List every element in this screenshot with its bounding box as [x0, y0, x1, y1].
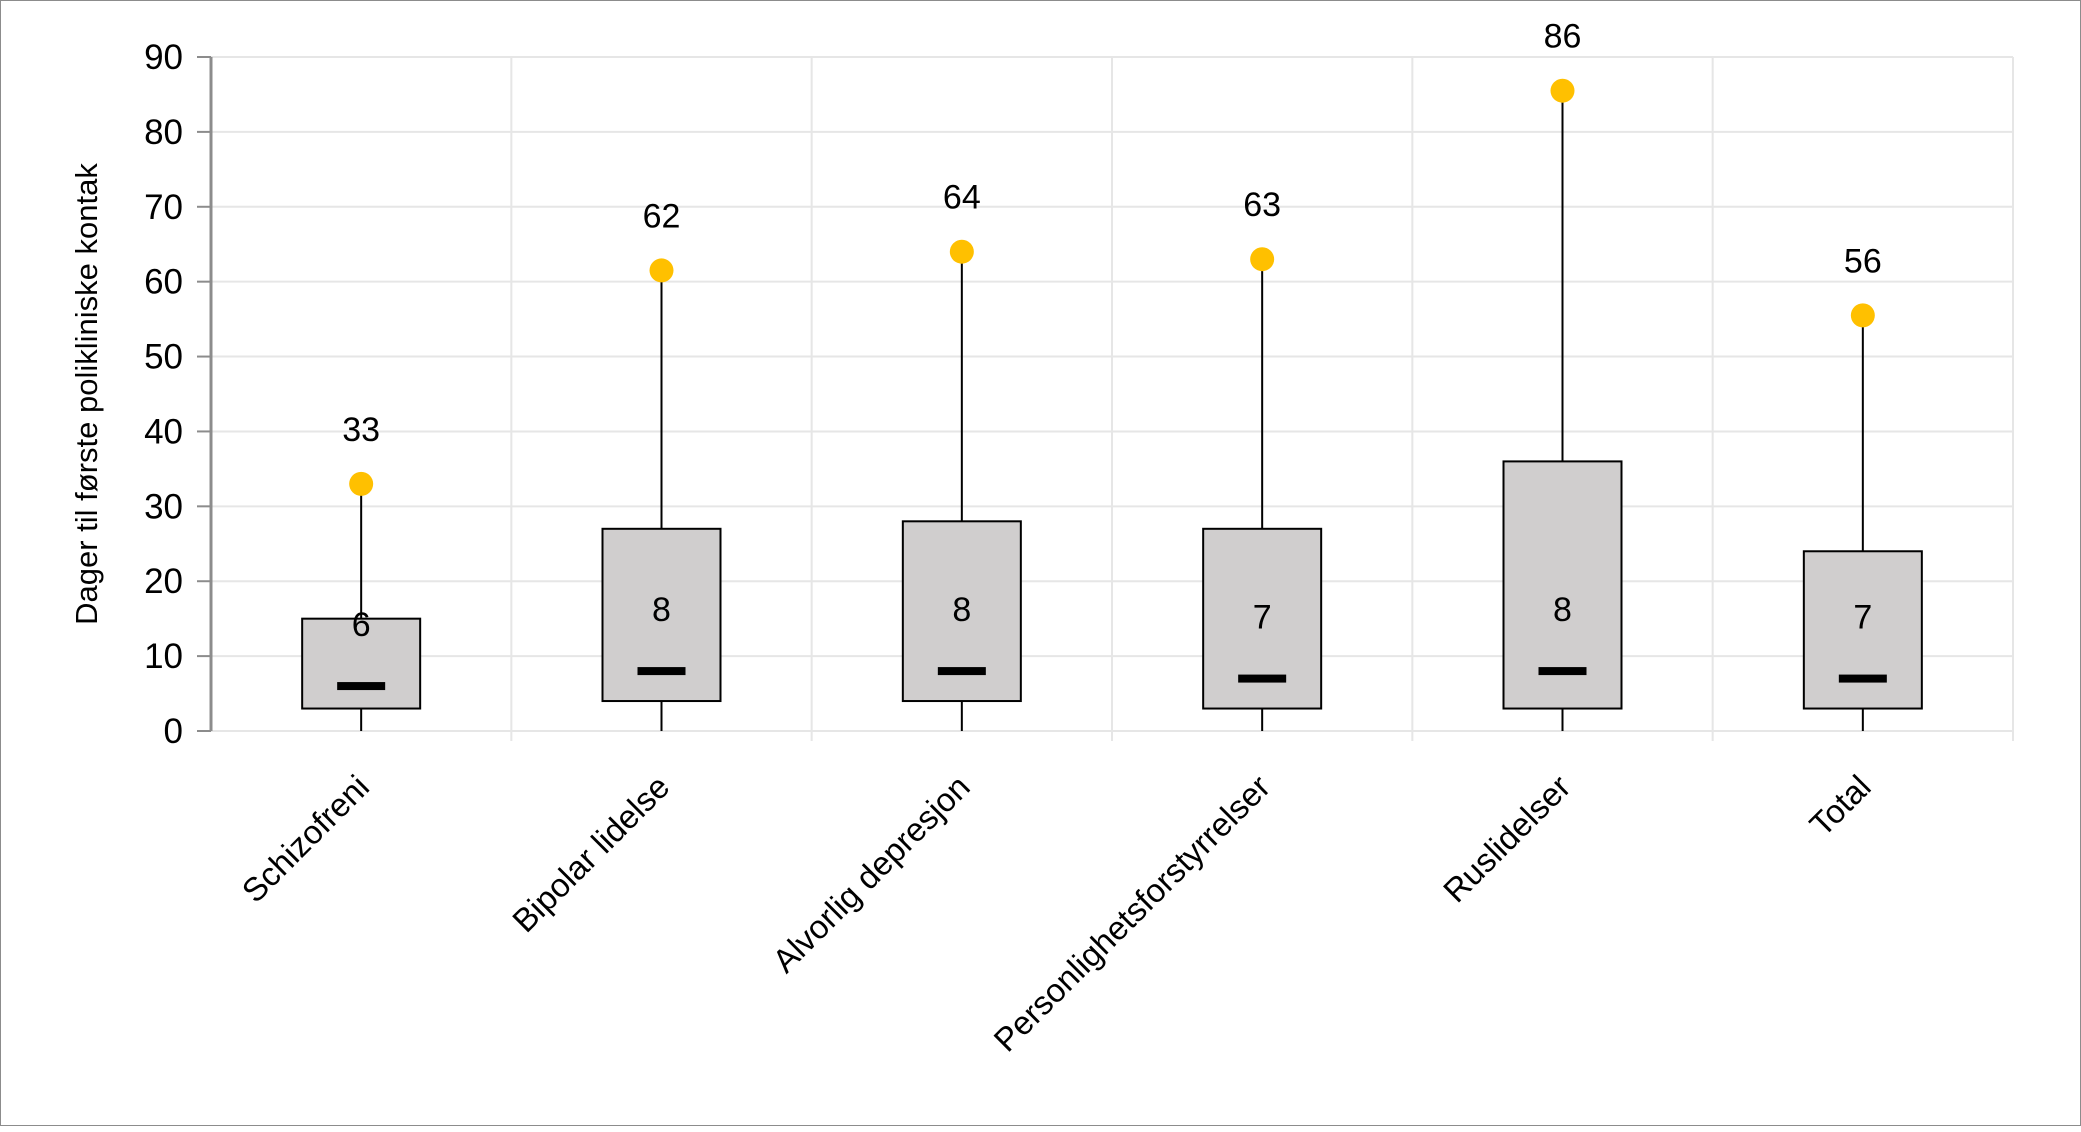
x-axis-labels: Schizofreni Bipolar lidelse Alvorlig depre… — [235, 768, 1878, 1059]
x-category-label: Personlighetsforstyrrelser — [986, 768, 1277, 1059]
box-ruslidelser: 8 86 — [1502, 18, 1623, 731]
x-category-label: Alvorlig depresjon — [765, 768, 977, 980]
max-marker — [1250, 247, 1275, 272]
max-marker — [1550, 78, 1575, 103]
y-axis: 0 10 20 30 40 50 60 70 80 90 — [144, 38, 213, 751]
x-category-label: Total — [1802, 768, 1877, 843]
y-tick-label: 30 — [144, 487, 183, 526]
gridlines — [211, 56, 2014, 741]
median-marker — [1238, 674, 1287, 683]
max-marker — [949, 239, 974, 264]
max-marker — [649, 258, 674, 283]
x-category-label: Ruslidelser — [1436, 768, 1578, 910]
median-label: 8 — [1553, 591, 1572, 629]
max-label: 64 — [943, 179, 981, 217]
median-label: 7 — [1253, 599, 1272, 637]
boxes: 6 33 8 62 8 64 7 63 8 86 7 56 — [301, 18, 1923, 731]
y-tick-label: 70 — [144, 188, 183, 227]
y-tick-label: 20 — [144, 562, 183, 601]
x-category-label: Bipolar lidelse — [505, 768, 676, 939]
y-tick-label: 90 — [144, 38, 183, 77]
max-label: 62 — [643, 197, 681, 235]
iqr-box — [301, 617, 422, 710]
box-schizofreni: 6 33 — [301, 411, 422, 731]
box-bipolar-lidelse: 8 62 — [601, 197, 722, 731]
y-axis-title: Dager til første polikliniske kontak — [69, 163, 104, 625]
y-tick-label: 0 — [164, 712, 183, 751]
max-marker — [349, 471, 374, 496]
y-tick-label: 50 — [144, 338, 183, 377]
y-tick-label: 10 — [144, 637, 183, 676]
median-label: 8 — [652, 591, 671, 629]
x-category-label: Schizofreni — [235, 768, 377, 910]
box-alvorlig-depresjon: 8 64 — [901, 179, 1022, 731]
box-personlighetsforstyrrelser: 7 63 — [1202, 186, 1323, 731]
median-marker — [337, 682, 386, 691]
median-marker — [1538, 667, 1587, 676]
y-tick-label: 60 — [144, 263, 183, 302]
median-marker — [937, 667, 986, 676]
median-label: 6 — [352, 606, 371, 644]
max-label: 86 — [1544, 18, 1582, 56]
max-marker — [1850, 303, 1875, 328]
median-marker — [637, 667, 686, 676]
max-label: 63 — [1243, 186, 1281, 224]
median-marker — [1838, 674, 1887, 683]
max-label: 56 — [1844, 242, 1882, 280]
max-label: 33 — [342, 411, 380, 449]
median-label: 8 — [952, 591, 971, 629]
y-tick-label: 80 — [144, 113, 183, 152]
y-tick-label: 40 — [144, 412, 183, 451]
median-label: 7 — [1853, 599, 1872, 637]
box-total: 7 56 — [1802, 242, 1923, 731]
